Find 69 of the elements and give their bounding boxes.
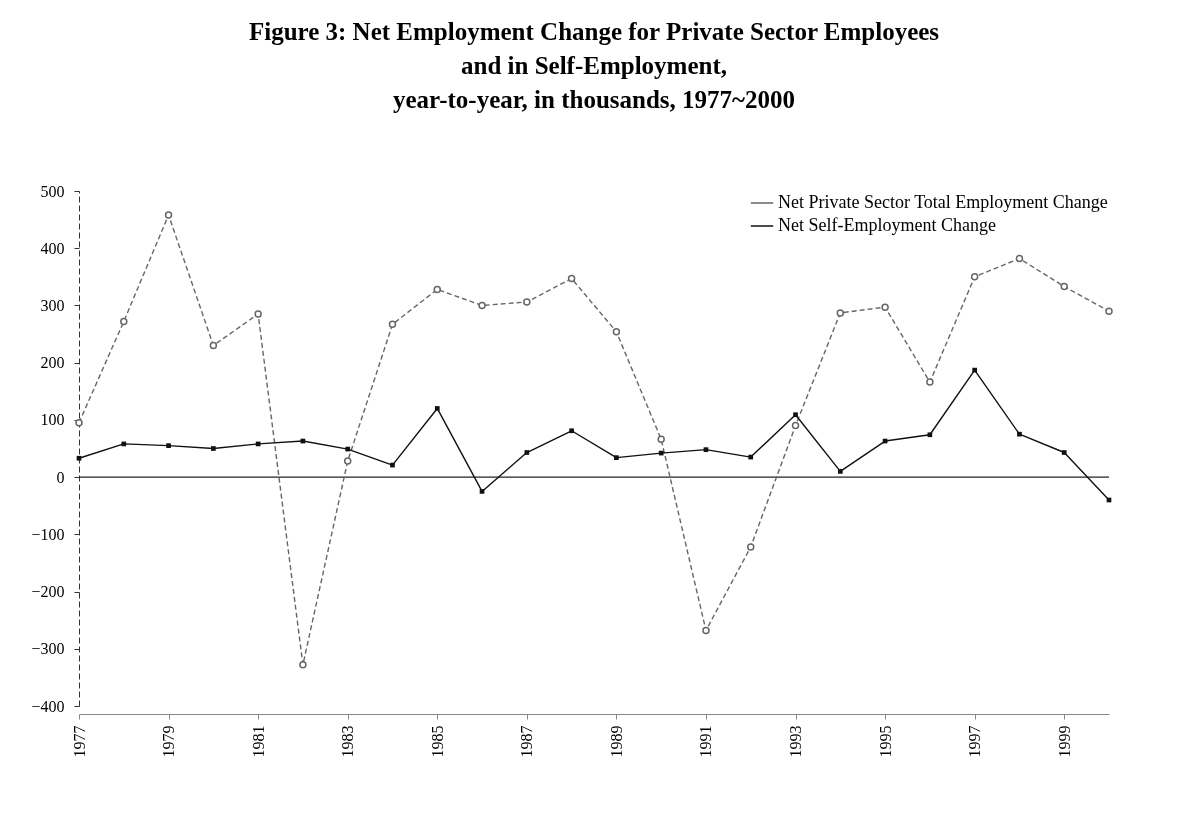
x-tick-label: 1979 <box>160 725 178 758</box>
x-tick-label: 1993 <box>787 725 805 758</box>
y-tick-label: 0 <box>56 468 65 486</box>
point <box>837 469 843 474</box>
y-tick-label: −300 <box>31 640 65 658</box>
point <box>748 454 754 460</box>
point <box>1060 282 1068 291</box>
point <box>972 367 977 373</box>
point <box>524 450 530 455</box>
point <box>390 462 395 468</box>
point <box>1017 431 1022 437</box>
point <box>211 446 216 451</box>
point <box>746 543 755 551</box>
x-tick-label: 1983 <box>339 725 357 758</box>
point <box>970 273 979 281</box>
point <box>927 432 933 438</box>
point <box>569 428 574 434</box>
x-tick-label: 1999 <box>1055 725 1073 758</box>
point <box>75 419 83 427</box>
x-tick-label: 1989 <box>607 725 625 758</box>
point <box>76 455 82 461</box>
point <box>299 661 307 669</box>
y-tick-label: −200 <box>31 583 65 601</box>
y-tick-label: 200 <box>40 354 65 372</box>
point <box>345 446 351 452</box>
point <box>120 317 128 326</box>
point <box>791 421 800 430</box>
y-tick-label: 500 <box>40 182 65 200</box>
point <box>343 457 352 465</box>
point <box>121 441 127 447</box>
point <box>523 298 531 306</box>
chart-title: Figure 3: Net Employment Change for Private Sector Employees and in Self-Employment, year-to-year, in thousands, 1977~2000 <box>248 18 940 113</box>
x-tick-label: 1995 <box>876 725 894 758</box>
x-tick-label: 1977 <box>70 725 88 758</box>
point <box>703 447 709 452</box>
x-tick-label: 1981 <box>249 725 267 758</box>
legend-label: Net Private Sector Total Employment Change <box>778 192 1108 212</box>
point <box>793 412 798 418</box>
point <box>164 211 173 219</box>
y-tick-label: −100 <box>31 525 65 543</box>
point <box>209 341 218 350</box>
point <box>254 310 262 318</box>
point <box>567 274 576 283</box>
point <box>836 309 845 317</box>
point <box>881 303 889 311</box>
x-tick-label: 1991 <box>697 725 715 758</box>
y-tick-label: 400 <box>40 239 65 257</box>
point <box>614 455 619 460</box>
x-tick-label: 1997 <box>966 725 984 758</box>
point <box>657 435 665 444</box>
point <box>1015 254 1024 263</box>
point <box>166 443 171 448</box>
x-tick-label: 1985 <box>428 725 446 758</box>
point <box>388 320 397 329</box>
point <box>478 301 486 310</box>
point <box>433 285 442 294</box>
point <box>702 626 710 635</box>
point <box>1061 450 1067 455</box>
legend-label: Net Self-Employment Change <box>778 215 996 235</box>
y-tick-label: 100 <box>40 411 65 429</box>
x-tick-label: 1987 <box>518 725 536 758</box>
point <box>479 489 485 494</box>
point <box>658 450 664 456</box>
y-tick-label: 300 <box>40 296 65 314</box>
point <box>1105 307 1113 315</box>
point <box>612 328 621 336</box>
point <box>926 378 934 386</box>
point <box>434 406 440 411</box>
y-tick-label: −400 <box>31 697 65 715</box>
